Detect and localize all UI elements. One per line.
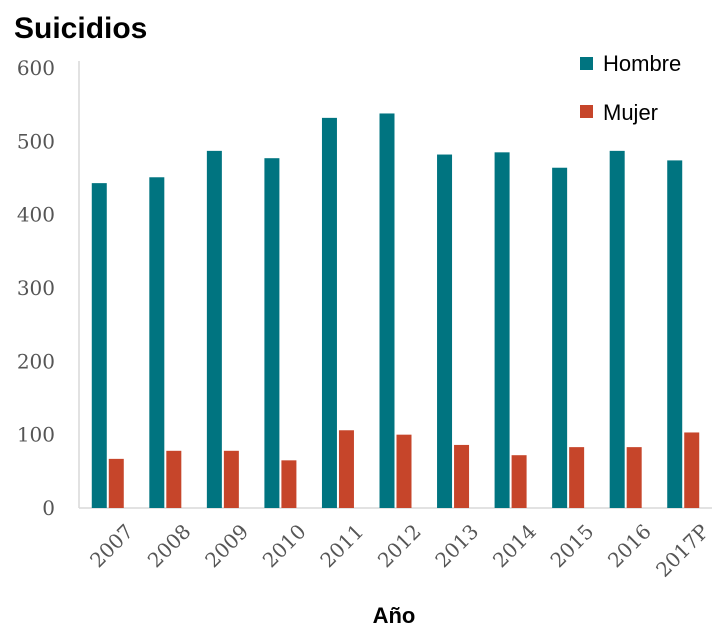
x-tick-label: 2009 xyxy=(200,519,253,572)
bar-hombre-2015 xyxy=(552,167,568,508)
bar-hombre-2010 xyxy=(264,158,280,508)
y-tick-label: 200 xyxy=(17,349,55,373)
chart-title: Suicidios xyxy=(14,12,147,45)
bar-hombre-2011 xyxy=(321,117,337,508)
legend-swatch-hombre xyxy=(580,57,593,70)
legend-label-mujer: Mujer xyxy=(603,100,658,125)
x-tick-label: 2013 xyxy=(430,519,483,572)
x-tick-label: 2014 xyxy=(488,519,541,572)
bar-mujer-2009 xyxy=(223,450,239,508)
bar-mujer-2015 xyxy=(569,447,585,508)
x-tick-labels: 2007 2008 2009 2010 2011 2012 2013 2014 2015 2016… xyxy=(85,519,713,581)
bar-mujer-2010 xyxy=(281,460,297,508)
bar-mujer-2014 xyxy=(511,455,527,508)
x-axis-title: Año xyxy=(373,603,416,627)
x-tick-label: 2015 xyxy=(545,519,598,572)
y-tick-label: 100 xyxy=(17,423,55,447)
bars xyxy=(91,113,700,509)
x-tick-label: 2016 xyxy=(603,519,656,572)
bar-hombre-2012 xyxy=(379,113,395,508)
bar-mujer-2011 xyxy=(338,430,354,508)
y-tick-label: 0 xyxy=(42,496,55,520)
legend-label-hombre: Hombre xyxy=(603,51,681,76)
bar-hombre-2017P xyxy=(667,160,683,508)
legend-swatch-mujer xyxy=(580,105,593,118)
bar-mujer-2008 xyxy=(166,450,182,508)
bar-hombre-2007 xyxy=(91,183,107,508)
x-tick-label: 2008 xyxy=(143,519,196,572)
x-tick-label: 2010 xyxy=(258,519,311,572)
bar-hombre-2013 xyxy=(437,154,453,509)
bar-hombre-2016 xyxy=(609,150,625,508)
y-tick-labels: 0 100 200 300 400 500 600 xyxy=(17,56,55,520)
y-tick-label: 300 xyxy=(17,276,55,300)
bar-mujer-2017P xyxy=(684,432,700,508)
bar-mujer-2012 xyxy=(396,434,412,508)
legend: Hombre Mujer xyxy=(580,51,681,125)
bar-mujer-2007 xyxy=(108,458,124,508)
x-tick-label: 2011 xyxy=(315,519,368,572)
bar-mujer-2013 xyxy=(454,444,470,508)
y-tick-label: 600 xyxy=(17,56,55,80)
x-tick-label: 2012 xyxy=(373,519,426,572)
x-tick-label: 2017P xyxy=(651,519,713,581)
bar-hombre-2008 xyxy=(149,177,165,508)
x-tick-label: 2007 xyxy=(85,519,138,572)
bar-hombre-2009 xyxy=(206,150,222,508)
bar-mujer-2016 xyxy=(626,447,642,508)
y-tick-label: 400 xyxy=(17,203,55,227)
bar-hombre-2014 xyxy=(494,152,510,509)
y-tick-label: 500 xyxy=(17,129,55,153)
